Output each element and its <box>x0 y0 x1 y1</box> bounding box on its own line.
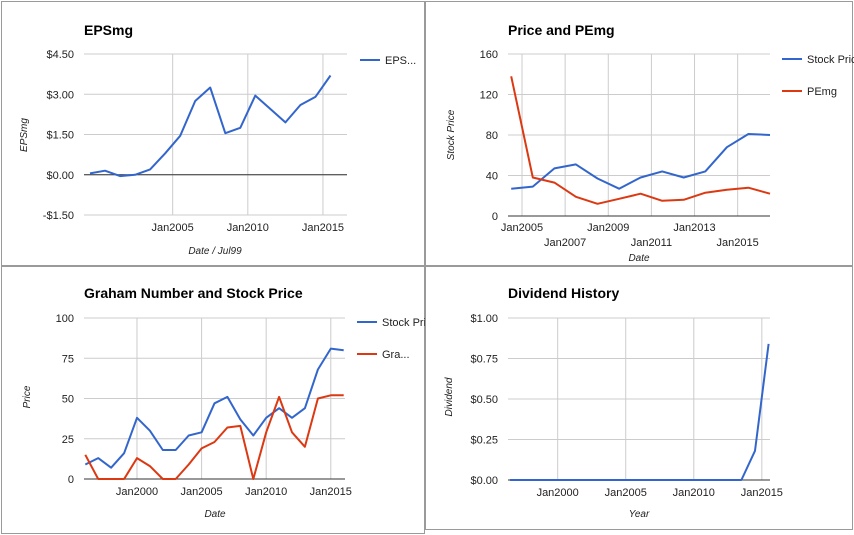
x-tick-label: Jan2009 <box>587 222 629 234</box>
y-tick-label: 25 <box>62 434 74 446</box>
y-tick-label: 50 <box>62 394 74 406</box>
x-axis-label: Date <box>628 253 650 264</box>
legend-label-graham: Gra... <box>382 349 410 361</box>
x-tick-label: Jan2005 <box>180 486 222 498</box>
y-axis-label: Dividend <box>444 377 455 416</box>
series-line-pemg <box>510 76 771 205</box>
y-tick-label: 75 <box>62 353 74 365</box>
chart-panel-epsmg: EPSmg $4.50 $3.00 $1.50 $0.00 -$1.50 Jan2005… <box>1 1 425 266</box>
series-line-dividend <box>510 343 770 481</box>
y-tick-label: 0 <box>68 474 74 486</box>
x-tick-label: Jan2000 <box>537 487 579 499</box>
chart-title: Graham Number and Stock Price <box>84 285 303 301</box>
series-line-eps <box>89 74 332 178</box>
y-tick-label: 80 <box>486 130 498 142</box>
x-tick-label: Jan2015 <box>717 237 759 249</box>
chart-title: Dividend History <box>508 285 619 301</box>
y-tick-label: $0.25 <box>470 435 498 447</box>
legend-label-stock-price: Stock Price <box>382 317 426 329</box>
y-tick-label: $4.50 <box>46 49 74 61</box>
y-tick-label: $0.50 <box>470 394 498 406</box>
series-line-gra <box>84 394 344 480</box>
series-line-stock-price <box>511 133 771 190</box>
legend: EPS... <box>360 55 416 67</box>
y-tick-label: $0.00 <box>470 475 498 487</box>
x-axis-label: Date / Jul99 <box>188 246 242 257</box>
y-tick-label: $0.00 <box>46 170 74 182</box>
x-tick-label: Jan2007 <box>544 237 586 249</box>
y-axis-label: Stock Price <box>446 109 457 160</box>
x-tick-label: Jan2005 <box>605 487 647 499</box>
x-tick-label: Jan2010 <box>673 487 715 499</box>
y-tick-label: $3.00 <box>46 89 74 101</box>
legend-label-eps: EPS... <box>385 55 416 67</box>
x-tick-label: Jan2011 <box>631 237 672 249</box>
y-tick-label: 0 <box>492 211 498 223</box>
legend: Stock Price Gra... <box>357 317 426 361</box>
chart-title: Price and PEmg <box>508 22 615 38</box>
x-tick-label: Jan2010 <box>245 486 287 498</box>
y-tick-label: 120 <box>480 90 498 102</box>
epsmg-chart: EPSmg $4.50 $3.00 $1.50 $0.00 -$1.50 Jan2005… <box>19 22 416 257</box>
dividend-chart: Dividend History $1.00 $0.75 $0.50 $0.25 $0.… <box>444 285 783 520</box>
y-tick-label: 100 <box>56 313 74 325</box>
x-tick-label: Jan2015 <box>302 222 344 234</box>
x-axis-label: Year <box>629 509 650 520</box>
y-tick-label: -$1.50 <box>43 210 74 222</box>
chart-panel-price-pemg: Price and PEmg 160 120 80 40 0 Jan2005 Jan200… <box>425 1 854 266</box>
x-tick-label: Jan2015 <box>310 486 352 498</box>
y-tick-label: $1.50 <box>46 130 74 142</box>
graham-chart: Graham Number and Stock Price 100 75 50 25 0… <box>22 285 426 520</box>
chart-panel-dividend: Dividend History $1.00 $0.75 $0.50 $0.25 $0.… <box>425 266 853 530</box>
y-tick-label: 160 <box>480 49 498 61</box>
legend: Stock Price PEmg <box>782 54 854 98</box>
x-tick-label: Jan2005 <box>501 222 543 234</box>
y-tick-label: $1.00 <box>470 313 498 325</box>
y-axis-label: Price <box>22 385 33 408</box>
x-tick-label: Jan2010 <box>227 222 269 234</box>
x-tick-label: Jan2000 <box>116 486 158 498</box>
y-tick-label: $0.75 <box>470 354 498 366</box>
x-tick-label: Jan2015 <box>741 487 783 499</box>
y-tick-label: 40 <box>486 171 498 183</box>
x-tick-label: Jan2005 <box>152 222 194 234</box>
legend-label-pemg: PEmg <box>807 86 837 98</box>
legend-label-stock-price: Stock Price <box>807 54 854 66</box>
series-line-stock-price <box>84 347 344 469</box>
x-axis-label: Date <box>204 509 226 520</box>
y-axis-label: EPSmg <box>19 118 30 152</box>
chart-title: EPSmg <box>84 22 133 38</box>
x-tick-label: Jan2013 <box>673 222 715 234</box>
chart-panel-graham: Graham Number and Stock Price 100 75 50 25 0… <box>1 266 426 534</box>
